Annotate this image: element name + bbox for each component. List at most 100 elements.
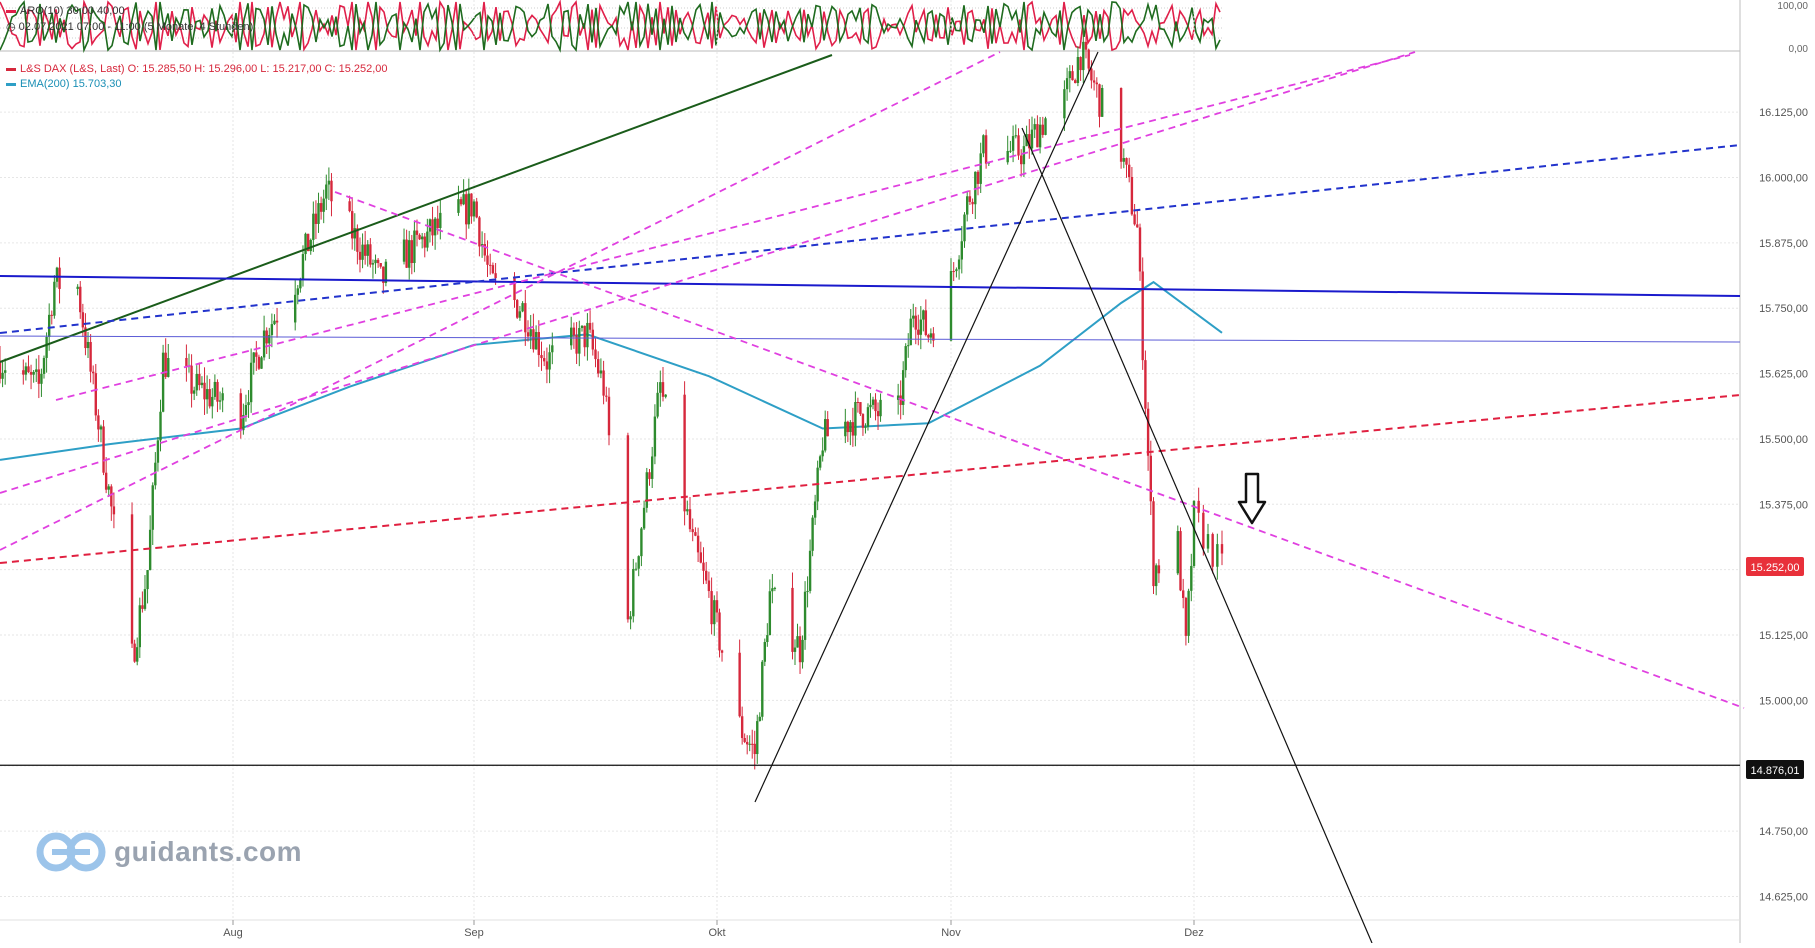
candle-body bbox=[348, 201, 351, 212]
candle-body bbox=[55, 267, 59, 282]
aro-down-line bbox=[0, 0, 1221, 52]
red-dashed-trendline[interactable] bbox=[0, 394, 1741, 564]
candle-body bbox=[154, 462, 157, 486]
candle-body bbox=[1125, 158, 1128, 165]
candle-body bbox=[314, 213, 318, 224]
price-tags: 15.252,00 14.876,01 bbox=[1746, 557, 1804, 779]
candle-body bbox=[715, 600, 719, 613]
candle-body bbox=[1216, 544, 1219, 567]
y-tick-label: 15.750,00 bbox=[1759, 303, 1808, 315]
candle-body bbox=[1187, 590, 1190, 636]
candle-body bbox=[433, 218, 437, 236]
candle-body bbox=[548, 352, 551, 370]
candle-body bbox=[1211, 534, 1214, 567]
candle-body bbox=[1033, 124, 1036, 130]
trendlines bbox=[0, 51, 1745, 944]
candle-body bbox=[203, 382, 206, 400]
candle-body bbox=[255, 352, 258, 357]
candle-body bbox=[694, 532, 697, 536]
candle-body bbox=[761, 661, 764, 717]
black-falling-line[interactable] bbox=[1021, 127, 1373, 944]
magenta-mid-trendline[interactable] bbox=[0, 51, 1416, 494]
candle-body bbox=[84, 327, 87, 349]
candle-body bbox=[518, 311, 522, 318]
aro-indicator-panel: 100,00 0,00 bbox=[0, 0, 1808, 55]
thin-blue-line[interactable] bbox=[0, 335, 1741, 343]
candle-body bbox=[602, 370, 605, 396]
support-price-tag: 14.876,01 bbox=[1751, 765, 1800, 777]
candle-body bbox=[102, 426, 105, 473]
candle-body bbox=[252, 352, 255, 363]
candle-body bbox=[1179, 531, 1182, 591]
candle-body bbox=[588, 322, 592, 330]
candle-body bbox=[491, 265, 495, 274]
candle-body bbox=[640, 528, 643, 557]
candle-body bbox=[58, 267, 61, 289]
candle-body bbox=[896, 395, 900, 400]
candle-body bbox=[968, 196, 972, 202]
candle-body bbox=[86, 341, 90, 349]
candle-body bbox=[426, 231, 429, 248]
watermark-text: guidants.com bbox=[114, 836, 303, 867]
blue-horizontal-line[interactable] bbox=[0, 275, 1741, 297]
candle-body bbox=[494, 273, 497, 279]
candle-body bbox=[211, 396, 214, 407]
candle-body bbox=[1068, 71, 1071, 79]
candle-body bbox=[702, 562, 705, 571]
candle-body bbox=[537, 332, 540, 356]
candle-body bbox=[1041, 124, 1044, 135]
candle-body bbox=[899, 395, 902, 405]
candle-body bbox=[1192, 500, 1196, 566]
candle-body bbox=[586, 322, 589, 348]
candle-body bbox=[966, 196, 969, 215]
magenta-down-trendline[interactable] bbox=[334, 191, 1745, 709]
candle-body bbox=[924, 310, 928, 336]
candle-body bbox=[922, 310, 925, 320]
candle-body bbox=[524, 303, 527, 333]
green-trendline[interactable] bbox=[0, 54, 833, 363]
candle-body bbox=[696, 535, 700, 553]
candle-body bbox=[319, 203, 323, 212]
y-tick-label: 15.125,00 bbox=[1759, 630, 1808, 642]
candle-body bbox=[751, 743, 754, 745]
candle-body bbox=[626, 435, 630, 620]
candle-body bbox=[257, 356, 261, 369]
candle-body bbox=[683, 394, 686, 512]
candle-body bbox=[979, 153, 982, 184]
blue-dashed-trendline[interactable] bbox=[0, 144, 1741, 334]
magenta-steep-trendline[interactable] bbox=[0, 51, 1001, 551]
candle-body bbox=[402, 239, 406, 262]
guidants-logo-icon bbox=[36, 830, 106, 874]
candle-body bbox=[861, 414, 865, 428]
candle-body bbox=[740, 716, 744, 738]
candle-body bbox=[366, 244, 369, 256]
candle-body bbox=[405, 239, 408, 268]
candle-body bbox=[710, 591, 713, 625]
y-axis: 16.125,00 16.000,00 15.875,00 15.750,00 15.6… bbox=[1759, 107, 1808, 903]
candle-body bbox=[1119, 88, 1123, 162]
candle-body bbox=[927, 335, 930, 338]
candle-body bbox=[516, 300, 519, 318]
candle-body bbox=[213, 381, 217, 397]
candle-body bbox=[218, 400, 222, 402]
candle-body bbox=[353, 228, 356, 239]
candle-body bbox=[242, 414, 245, 431]
candle-body bbox=[529, 329, 532, 337]
support-price-tag-bg bbox=[1746, 760, 1804, 779]
candle-body bbox=[141, 605, 144, 609]
candle-body bbox=[249, 362, 253, 403]
candle-body bbox=[580, 325, 584, 329]
candle-body bbox=[575, 335, 578, 354]
magenta-upper-trendline[interactable] bbox=[55, 54, 1411, 401]
candle-body bbox=[859, 402, 862, 415]
candle-body bbox=[907, 345, 910, 347]
candle-body bbox=[798, 636, 802, 663]
candle-body bbox=[1076, 57, 1080, 83]
candle-body bbox=[1022, 146, 1026, 165]
candle-body bbox=[1176, 531, 1179, 574]
candle-body bbox=[1084, 41, 1088, 50]
candle-body bbox=[475, 201, 478, 218]
candle-body bbox=[260, 357, 263, 369]
black-rising-line[interactable] bbox=[754, 51, 1099, 803]
